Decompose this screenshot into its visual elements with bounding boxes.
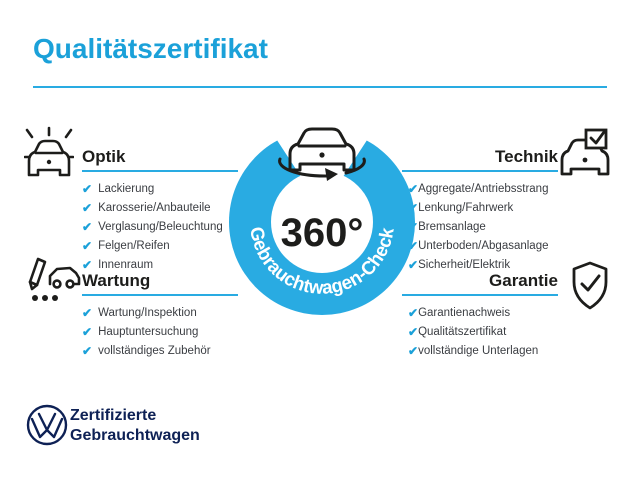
title-divider: [33, 86, 607, 88]
check-item: ✔ Verglasung/Beleuchtung: [82, 217, 238, 236]
check-item-label: Sicherheit/Elektrik: [418, 258, 511, 271]
shield-check-icon: [572, 261, 608, 310]
ring-inner-circle: [271, 171, 373, 273]
check-item-label: Unterboden/Abgasanlage: [418, 239, 549, 252]
rotation-arrowhead: [325, 168, 338, 181]
check-icon: ✔: [82, 324, 93, 339]
section-divider: [402, 170, 558, 172]
check-item-label: Hauptuntersuchung: [98, 325, 199, 338]
vw-logo: [26, 404, 68, 446]
brand-line-2: Gebrauchtwagen: [70, 427, 200, 444]
check-item: ✔ Wartung/Inspektion: [82, 303, 238, 322]
rotating-car-icon: [278, 127, 366, 178]
section-divider: [82, 294, 238, 296]
check-icon: ✔: [82, 305, 93, 320]
check-icon: ✔: [82, 238, 93, 253]
check-item: ✔ Qualitätszertifikat: [402, 322, 558, 341]
check-item: ✔ Innenraum: [82, 255, 238, 274]
check-item-label: vollständiges Zubehör: [98, 344, 211, 357]
check-icon: ✔: [82, 200, 93, 215]
check-item: ✔ vollständiges Zubehör: [82, 341, 238, 360]
section-garantie: Garantie ✔ Garantienachweis ✔ Qualitätszert…: [402, 271, 558, 360]
section-divider: [82, 170, 238, 172]
car-checkbox-icon: [560, 128, 610, 176]
section-wartung: Wartung ✔ Wartung/Inspektion ✔ Hauptuntersu…: [82, 271, 238, 360]
car-shine-icon: [24, 126, 74, 177]
check-item: ✔ Hauptuntersuchung: [82, 322, 238, 341]
checklist-technik: ✔Aggregate/Antriebsstrang✔Lenkung/Fahrwe…: [402, 179, 558, 274]
brand-text: Zertifizierte Gebrauchtwagen: [70, 406, 200, 446]
checklist-garantie: ✔ Garantienachweis ✔ Qualitätszertifikat ✔ vo…: [402, 303, 558, 360]
check-item-label: Verglasung/Beleuchtung: [98, 220, 223, 233]
check-item-label: Lenkung/Fahrwerk: [418, 201, 514, 214]
section-title-garantie: Garantie: [489, 271, 558, 290]
check-item-label: Wartung/Inspektion: [98, 306, 197, 319]
check-item-label: Felgen/Reifen: [98, 239, 170, 252]
checklist-optik: ✔ Lackierung ✔ Karosserie/Anbauteile ✔ Vergla…: [82, 179, 238, 274]
check-item-label: Qualitätszertifikat: [418, 325, 507, 338]
check-icon: ✔: [408, 238, 419, 253]
section-title-optik: Optik: [82, 147, 126, 166]
check-item: ✔ Aggregate/Antriebsstrang: [402, 179, 558, 198]
check-item: ✔ Karosserie/Anbauteile: [82, 198, 238, 217]
ring-notch: [258, 112, 386, 209]
page-title: Qualitätszertifikat: [33, 33, 268, 64]
section-title-technik: Technik: [495, 147, 558, 166]
360-check-medallion: 360° Gebrauchtwagen-Check: [229, 112, 415, 315]
check-icon: ✔: [82, 257, 93, 272]
check-item-label: Bremsanlage: [418, 220, 486, 233]
check-icon: ✔: [82, 219, 93, 234]
check-item: ✔ Sicherheit/Elektrik: [402, 255, 558, 274]
section-title-wartung: Wartung: [82, 271, 151, 290]
check-item-label: Aggregate/Antriebsstrang: [418, 182, 549, 195]
check-item-label: Karosserie/Anbauteile: [98, 201, 211, 214]
check-icon: ✔: [82, 181, 93, 196]
check-icon: ✔: [408, 324, 419, 339]
check-item-label: vollständige Unterlagen: [418, 344, 539, 357]
check-icon: ✔: [408, 343, 419, 358]
check-item: ✔ Felgen/Reifen: [82, 236, 238, 255]
check-item-label: Lackierung: [98, 182, 155, 195]
checklist-car-icon: [28, 257, 81, 301]
check-item: ✔ Lackierung: [82, 179, 238, 198]
check-item: ✔ Unterboden/Abgasanlage: [402, 236, 558, 255]
check-item-label: Innenraum: [98, 258, 154, 271]
check-item-label: Garantienachweis: [418, 306, 511, 319]
degree-label: 360°: [281, 211, 364, 255]
check-icon: ✔: [408, 305, 419, 320]
check-icon: ✔: [408, 181, 419, 196]
check-icon: ✔: [82, 343, 93, 358]
checklist-wartung: ✔ Wartung/Inspektion ✔ Hauptuntersuchung ✔ vo…: [82, 303, 238, 360]
brand-line-1: Zertifizierte: [70, 407, 157, 424]
section-divider: [402, 294, 558, 296]
check-icon: ✔: [408, 257, 419, 272]
section-technik: Technik ✔Aggregate/Antriebsstrang✔Lenkun…: [402, 147, 558, 274]
section-optik: Optik ✔ Lackierung ✔ Karosserie/Anbauteile ✔…: [82, 147, 238, 274]
check-item: ✔ vollständige Unterlagen: [402, 341, 558, 360]
check-item: ✔ Garantienachweis: [402, 303, 558, 322]
